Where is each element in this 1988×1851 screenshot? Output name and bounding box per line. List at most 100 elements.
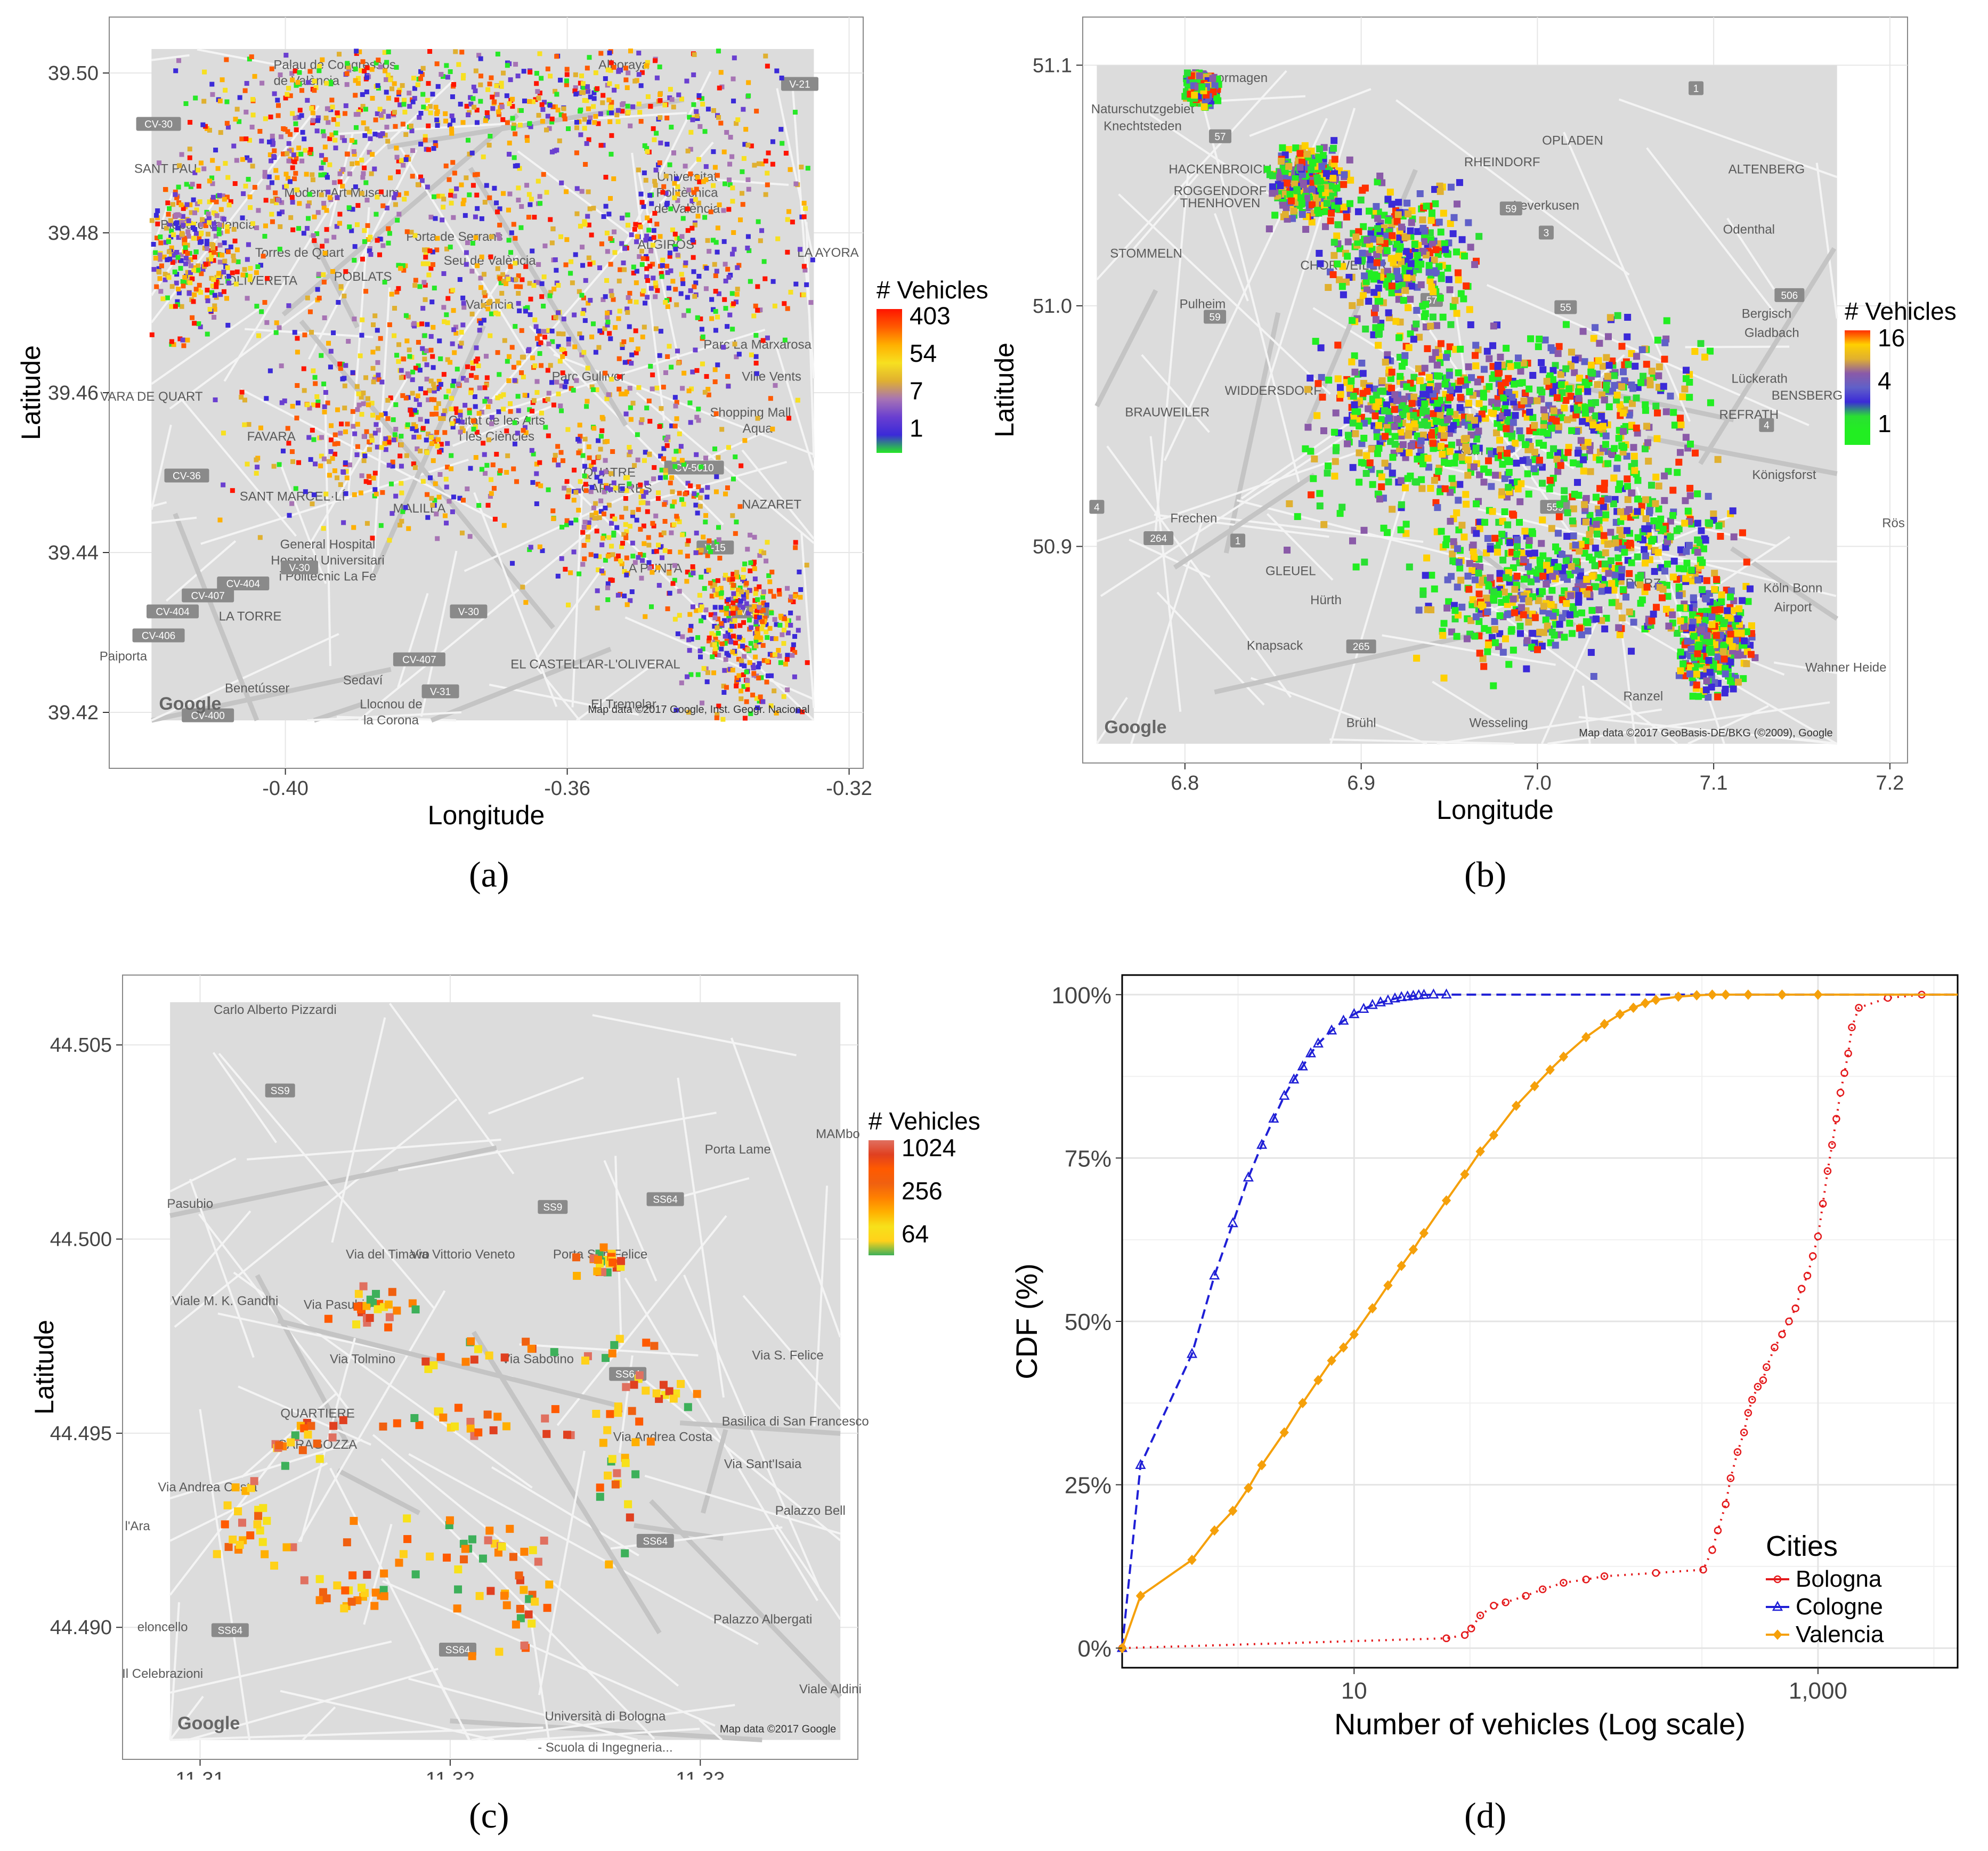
vehicle-point: [499, 84, 504, 89]
vehicle-point: [166, 249, 172, 254]
vehicle-point: [397, 102, 403, 108]
vehicle-point: [624, 488, 629, 493]
vehicle-point: [573, 72, 578, 77]
vehicle-point: [449, 189, 454, 194]
vehicle-point: [212, 250, 217, 255]
vehicle-point: [302, 136, 307, 142]
vehicle-point: [756, 161, 761, 166]
vehicle-point: [403, 157, 409, 163]
map-road: [1240, 376, 1416, 500]
map-road: [1096, 696, 1128, 744]
vehicle-point: [624, 572, 629, 578]
vehicle-point: [199, 239, 204, 244]
vehicle-point: [1447, 220, 1454, 228]
vehicle-point: [746, 248, 752, 253]
vehicle-point: [1446, 343, 1454, 351]
vehicle-point: [1387, 375, 1394, 382]
vehicle-point: [207, 127, 212, 133]
vehicle-point: [505, 359, 510, 364]
vehicle-point: [343, 429, 348, 434]
vehicle-point: [1450, 214, 1458, 221]
vehicle-point: [157, 270, 162, 275]
map-place-label: Leverkusen: [1513, 198, 1579, 213]
vehicle-point: [353, 66, 358, 71]
vehicle-point: [703, 519, 708, 525]
vehicle-point: [393, 191, 398, 197]
vehicle-point: [304, 172, 309, 177]
map-road: [169, 295, 323, 410]
vehicle-point: [360, 92, 365, 97]
vehicle-point: [209, 290, 215, 295]
vehicle-point: [327, 195, 332, 200]
vehicle-point: [1643, 361, 1650, 368]
vehicle-point: [418, 386, 424, 392]
vehicle-point: [1426, 229, 1434, 237]
vehicle-point: [751, 671, 757, 676]
vehicle-point: [405, 422, 410, 427]
vehicle-point: [401, 163, 406, 168]
vehicle-point: [689, 198, 695, 204]
map-place-label: Paiporta: [100, 650, 148, 664]
vehicle-point: [730, 513, 735, 518]
vehicle-point: [620, 345, 625, 351]
vehicle-point: [713, 411, 719, 416]
vehicle-point: [583, 162, 588, 167]
vehicle-point: [730, 668, 735, 673]
vehicle-point: [730, 327, 735, 332]
vehicle-point: [659, 271, 664, 276]
map-place-label: Porta de Serrans: [406, 230, 502, 244]
vehicle-point: [712, 446, 718, 452]
vehicle-point: [536, 328, 541, 334]
vehicle-point: [376, 377, 382, 382]
vehicle-point: [390, 459, 395, 465]
vehicle-point: [717, 85, 722, 91]
vehicle-point: [455, 367, 460, 372]
vehicle-point: [460, 120, 466, 125]
vehicle-point: [537, 544, 542, 549]
vehicle-point: [254, 270, 259, 275]
vehicle-point: [751, 559, 757, 565]
y-axis-label: Latitude: [16, 345, 46, 440]
vehicle-point: [662, 518, 668, 524]
vehicle-point: [312, 238, 317, 243]
vehicle-point: [210, 158, 215, 163]
vehicle-point: [645, 149, 650, 155]
road-badge-label: CV-406: [142, 631, 175, 642]
vehicle-point: [467, 408, 472, 413]
vehicle-point: [1570, 532, 1577, 540]
vehicle-points: [1181, 69, 1759, 701]
vehicle-point: [1636, 581, 1644, 589]
vehicle-point: [737, 644, 743, 649]
vehicle-point: [461, 305, 467, 310]
vehicle-point: [386, 440, 392, 445]
vehicle-point: [627, 444, 632, 450]
vehicle-point: [638, 526, 643, 532]
vehicle-point: [428, 347, 434, 353]
vehicle-point: [555, 108, 561, 113]
vehicle-point: [748, 625, 753, 630]
vehicle-point: [564, 189, 569, 194]
vehicle-point: [473, 424, 478, 429]
vehicle-point: [705, 107, 711, 112]
vehicle-point: [161, 254, 167, 259]
vehicle-point: [777, 653, 782, 659]
vehicle-point: [1340, 291, 1347, 298]
vehicle-point: [433, 104, 439, 110]
vehicle-point: [557, 138, 562, 143]
vehicle-point: [319, 192, 324, 198]
vehicle-point: [1571, 369, 1578, 376]
vehicle-point: [800, 709, 805, 715]
vehicle-point: [531, 283, 537, 288]
vehicle-point: [166, 212, 171, 217]
vehicle-point: [646, 399, 652, 404]
vehicle-point: [1659, 594, 1666, 602]
vehicle-point: [593, 501, 598, 506]
map-road: [307, 149, 418, 360]
vehicle-point: [585, 537, 590, 542]
vehicle-point: [588, 94, 593, 100]
map-place-label: Llocnou de: [360, 697, 422, 712]
vehicle-point: [481, 154, 486, 159]
vehicle-point: [602, 326, 607, 331]
vehicle-point: [371, 475, 376, 481]
vehicle-point: [1596, 339, 1603, 347]
